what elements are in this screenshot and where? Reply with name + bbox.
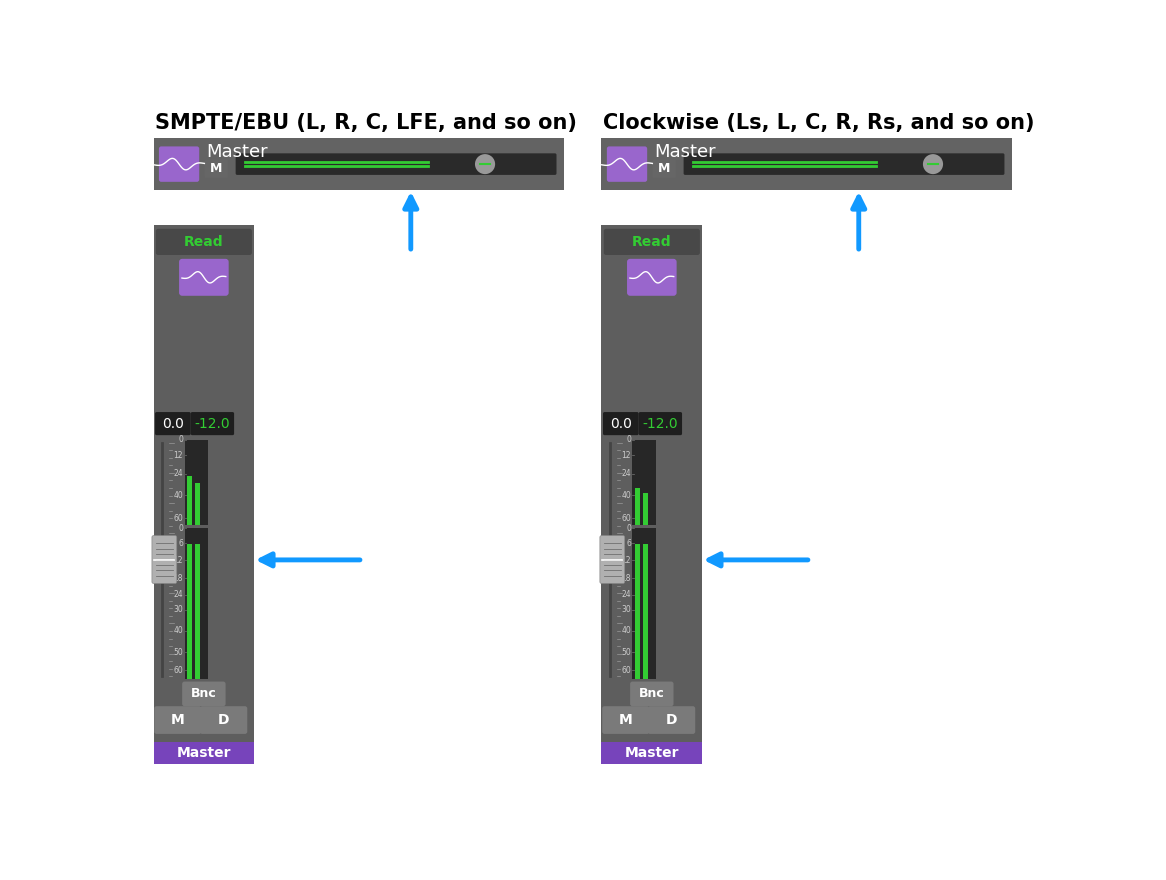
Text: M: M (171, 713, 184, 727)
Text: M: M (658, 162, 670, 175)
FancyBboxPatch shape (182, 682, 225, 707)
Bar (602, 743, 702, 764)
Text: 12: 12 (174, 451, 183, 459)
FancyBboxPatch shape (599, 536, 625, 583)
Bar (154, 225, 254, 764)
FancyBboxPatch shape (648, 707, 695, 734)
Text: 0: 0 (626, 436, 631, 444)
Text: 60: 60 (174, 514, 183, 523)
Text: Read: Read (632, 235, 672, 249)
Text: D: D (218, 713, 230, 727)
Bar (154, 743, 254, 764)
Text: 30: 30 (174, 605, 183, 614)
FancyBboxPatch shape (205, 159, 227, 178)
FancyBboxPatch shape (627, 259, 676, 296)
Text: Master: Master (206, 143, 268, 161)
FancyBboxPatch shape (156, 229, 252, 255)
Bar (602, 138, 1012, 190)
Text: 0.0: 0.0 (610, 416, 632, 430)
Text: 0: 0 (178, 524, 183, 532)
Text: 0: 0 (178, 436, 183, 444)
Bar (195, 544, 201, 679)
FancyBboxPatch shape (602, 707, 649, 734)
Text: Master: Master (625, 746, 679, 760)
Text: 60: 60 (621, 514, 631, 523)
Text: 0: 0 (626, 524, 631, 532)
FancyBboxPatch shape (180, 259, 229, 296)
Circle shape (923, 154, 943, 174)
FancyBboxPatch shape (201, 707, 247, 734)
Text: Bnc: Bnc (191, 687, 217, 700)
Text: 6: 6 (626, 539, 631, 548)
Bar (602, 225, 702, 764)
Text: 18: 18 (621, 574, 631, 583)
Text: 12: 12 (174, 555, 183, 565)
Bar (184, 440, 208, 525)
Text: -12.0: -12.0 (195, 416, 230, 430)
Bar (184, 528, 208, 679)
Text: Clockwise (Ls, L, C, R, Rs, and so on): Clockwise (Ls, L, C, R, Rs, and so on) (603, 113, 1034, 133)
FancyBboxPatch shape (603, 412, 639, 435)
Text: Bnc: Bnc (639, 687, 665, 700)
Bar (634, 544, 640, 679)
Bar (187, 476, 192, 525)
Bar (642, 493, 648, 525)
FancyBboxPatch shape (159, 146, 199, 182)
Text: 12: 12 (621, 451, 631, 459)
FancyBboxPatch shape (154, 707, 202, 734)
Text: -12.0: -12.0 (642, 416, 679, 430)
Text: Master: Master (176, 746, 231, 760)
Circle shape (475, 154, 496, 174)
Text: Master: Master (654, 143, 716, 161)
Text: 18: 18 (174, 574, 183, 583)
Text: 24: 24 (621, 469, 631, 479)
Text: M: M (210, 162, 223, 175)
FancyBboxPatch shape (236, 153, 556, 175)
Text: 30: 30 (621, 605, 631, 614)
Text: 60: 60 (621, 665, 631, 675)
Text: M: M (619, 713, 633, 727)
Text: 24: 24 (174, 590, 183, 599)
Text: 6: 6 (178, 539, 183, 548)
FancyBboxPatch shape (604, 229, 700, 255)
FancyBboxPatch shape (155, 412, 191, 435)
Text: 50: 50 (621, 648, 631, 656)
Bar (154, 138, 564, 190)
Bar (187, 544, 192, 679)
Text: 60: 60 (174, 665, 183, 675)
Text: 40: 40 (174, 627, 183, 635)
Text: 24: 24 (174, 469, 183, 479)
Text: Read: Read (184, 235, 224, 249)
Text: 12: 12 (621, 555, 631, 565)
FancyBboxPatch shape (191, 412, 234, 435)
Text: 40: 40 (621, 491, 631, 500)
Bar (632, 528, 655, 679)
Text: SMPTE/EBU (L, R, C, LFE, and so on): SMPTE/EBU (L, R, C, LFE, and so on) (155, 113, 577, 133)
FancyBboxPatch shape (639, 412, 682, 435)
FancyBboxPatch shape (683, 153, 1004, 175)
Text: 40: 40 (621, 627, 631, 635)
FancyBboxPatch shape (630, 682, 674, 707)
Text: 0.0: 0.0 (162, 416, 184, 430)
Bar (642, 544, 648, 679)
Bar (195, 483, 201, 525)
Bar (634, 488, 640, 525)
FancyBboxPatch shape (152, 536, 177, 583)
Text: 50: 50 (174, 648, 183, 656)
Bar (632, 440, 655, 525)
Text: 40: 40 (174, 491, 183, 500)
Text: D: D (666, 713, 677, 727)
FancyBboxPatch shape (606, 146, 647, 182)
Text: 24: 24 (621, 590, 631, 599)
FancyBboxPatch shape (653, 159, 676, 178)
